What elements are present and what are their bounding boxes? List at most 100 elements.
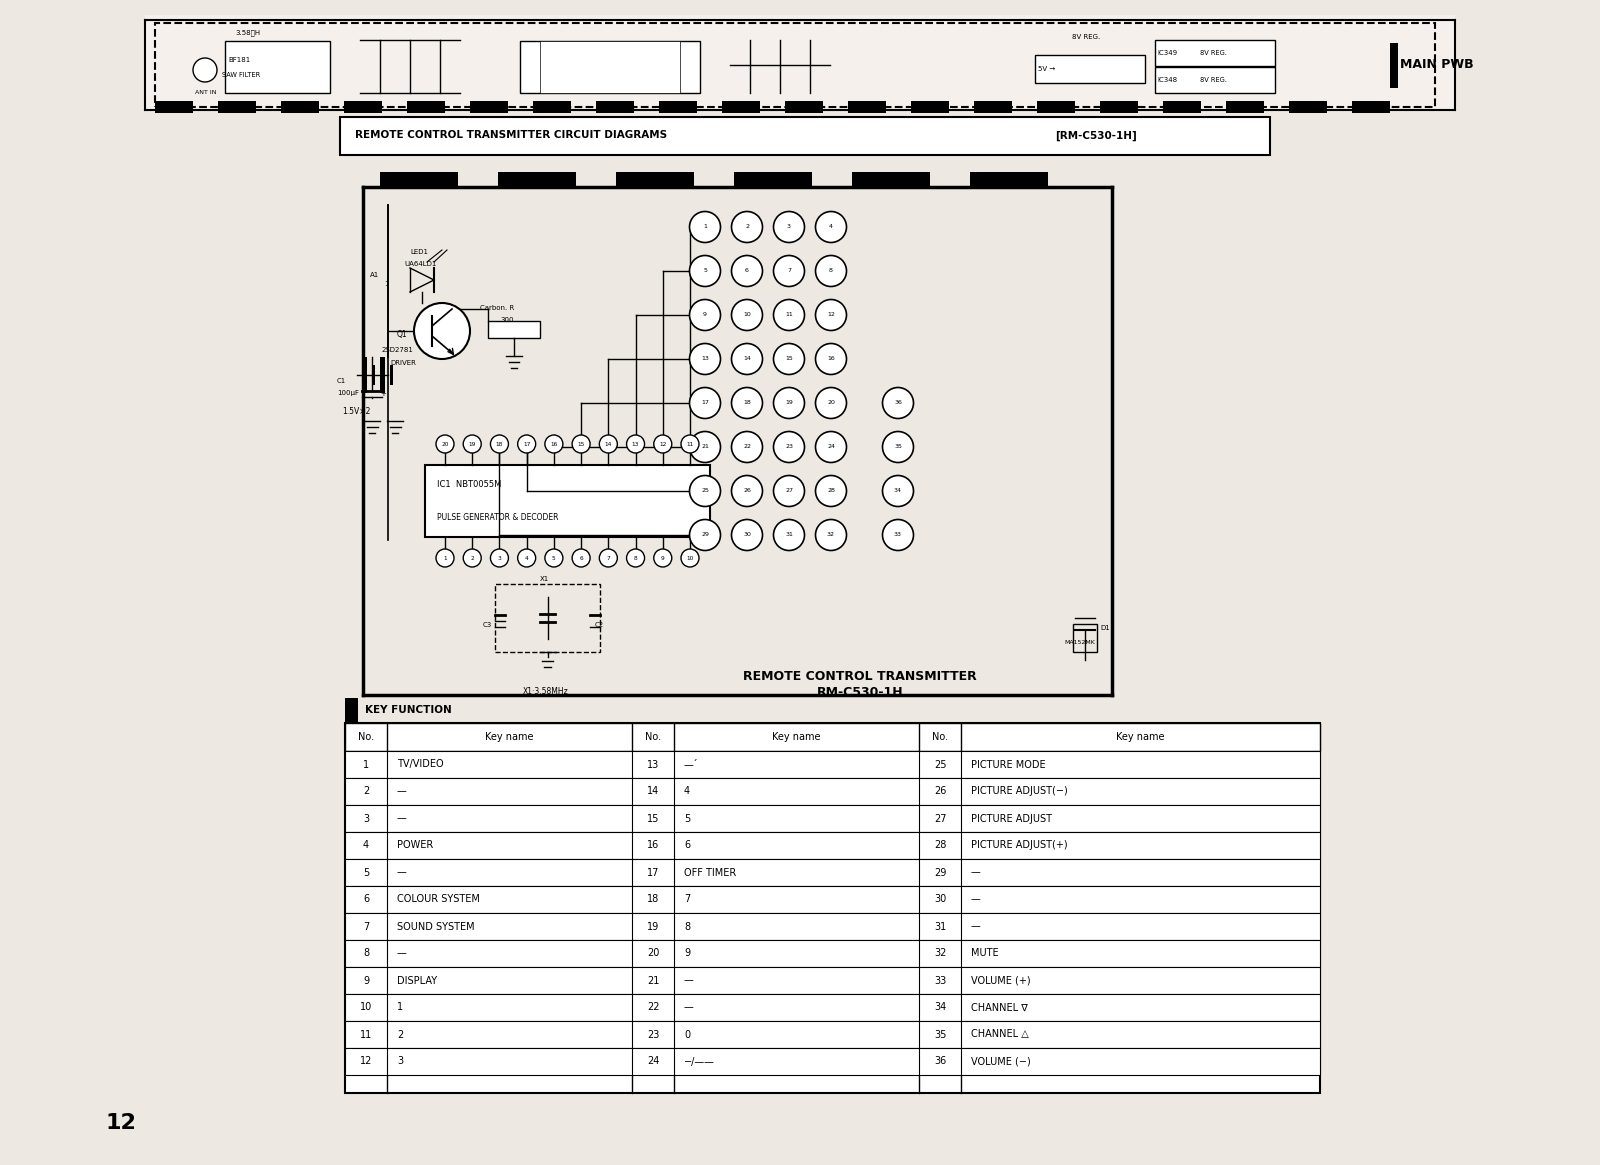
Text: 6: 6 [579,556,582,560]
Circle shape [816,299,846,331]
Text: 15: 15 [578,442,584,446]
Text: IC349: IC349 [1157,50,1178,56]
Circle shape [654,549,672,567]
Bar [659,101,698,113]
Text: 9: 9 [661,556,664,560]
Text: 5V →: 5V → [1038,66,1056,72]
Text: 12: 12 [659,442,667,446]
Circle shape [883,431,914,463]
Circle shape [600,435,618,453]
Bar [282,101,318,113]
Text: BF181: BF181 [227,57,250,63]
Text: 16: 16 [827,356,835,361]
Text: 1: 1 [702,225,707,230]
Text: IC348: IC348 [1157,77,1178,83]
Text: 21: 21 [646,975,659,986]
Circle shape [773,475,805,507]
Bar [346,723,1320,751]
Circle shape [690,520,720,551]
Bar [346,175,1130,709]
Bar [346,887,1320,913]
Text: 23: 23 [786,445,794,450]
Text: 14: 14 [646,786,659,797]
Bar [734,172,813,186]
Text: 8: 8 [685,922,690,932]
Text: 6: 6 [685,840,690,850]
Circle shape [883,388,914,418]
Text: 9: 9 [702,312,707,318]
Text: C2: C2 [595,622,605,628]
Text: 29: 29 [934,868,946,877]
Bar [848,101,886,113]
Text: A1: A1 [370,271,379,278]
Bar [346,994,1320,1021]
Text: Key name: Key name [773,732,821,742]
Text: 34: 34 [934,1003,946,1012]
Circle shape [816,255,846,287]
Circle shape [690,299,720,331]
Text: 25: 25 [934,760,946,770]
Bar [970,172,1048,186]
Text: PICTURE MODE: PICTURE MODE [971,760,1046,770]
Text: UA64LD1: UA64LD1 [403,261,437,267]
Circle shape [414,303,470,359]
Text: 5: 5 [552,556,555,560]
Text: CHANNEL ∇: CHANNEL ∇ [971,1003,1027,1012]
Text: —: — [971,868,981,877]
Circle shape [731,431,763,463]
Text: LED1: LED1 [410,249,427,255]
Bar [346,778,1320,805]
Text: 9: 9 [363,975,370,986]
Text: RM-C530-1H: RM-C530-1H [816,686,904,699]
Text: 20: 20 [827,401,835,405]
Text: 2: 2 [470,556,474,560]
Text: 8: 8 [363,948,370,959]
Text: —: — [971,922,981,932]
Text: MUTE: MUTE [971,948,998,959]
Text: 5: 5 [363,868,370,877]
Circle shape [773,344,805,374]
Text: 5: 5 [685,813,690,824]
Text: 2: 2 [363,786,370,797]
Text: 35: 35 [934,1030,946,1039]
Circle shape [731,344,763,374]
Text: DRIVER: DRIVER [390,360,416,366]
Text: C1: C1 [338,377,346,384]
Bar [346,723,1320,1093]
Text: X1: X1 [539,576,549,582]
Text: 8: 8 [829,268,834,274]
Circle shape [464,435,482,453]
Circle shape [773,388,805,418]
Text: 2: 2 [746,225,749,230]
Text: 4: 4 [525,556,528,560]
Text: 16: 16 [646,840,659,850]
Text: 34: 34 [894,488,902,494]
Circle shape [654,435,672,453]
Bar [155,23,1435,107]
Text: 9: 9 [685,948,690,959]
Circle shape [464,549,482,567]
Circle shape [518,549,536,567]
Bar [346,967,1320,994]
Text: −/——: −/—— [685,1057,715,1066]
Text: IC1  NBT0055M: IC1 NBT0055M [437,480,501,489]
Text: 17: 17 [646,868,659,877]
Text: 7: 7 [685,895,690,904]
Text: 27: 27 [786,488,794,494]
Text: 3.58丰H: 3.58丰H [235,29,261,36]
Bar [346,751,1320,778]
Text: 27: 27 [934,813,946,824]
Circle shape [573,549,590,567]
Text: ANT IN: ANT IN [195,90,216,94]
Bar [426,465,710,537]
Text: 21: 21 [701,445,709,450]
Text: 3: 3 [787,225,790,230]
Text: 22: 22 [646,1003,659,1012]
Text: 0: 0 [685,1030,690,1039]
Bar [910,101,949,113]
Text: 18: 18 [646,895,659,904]
Text: No.: No. [645,732,661,742]
Circle shape [518,435,536,453]
Circle shape [773,255,805,287]
Text: +: + [381,391,386,397]
